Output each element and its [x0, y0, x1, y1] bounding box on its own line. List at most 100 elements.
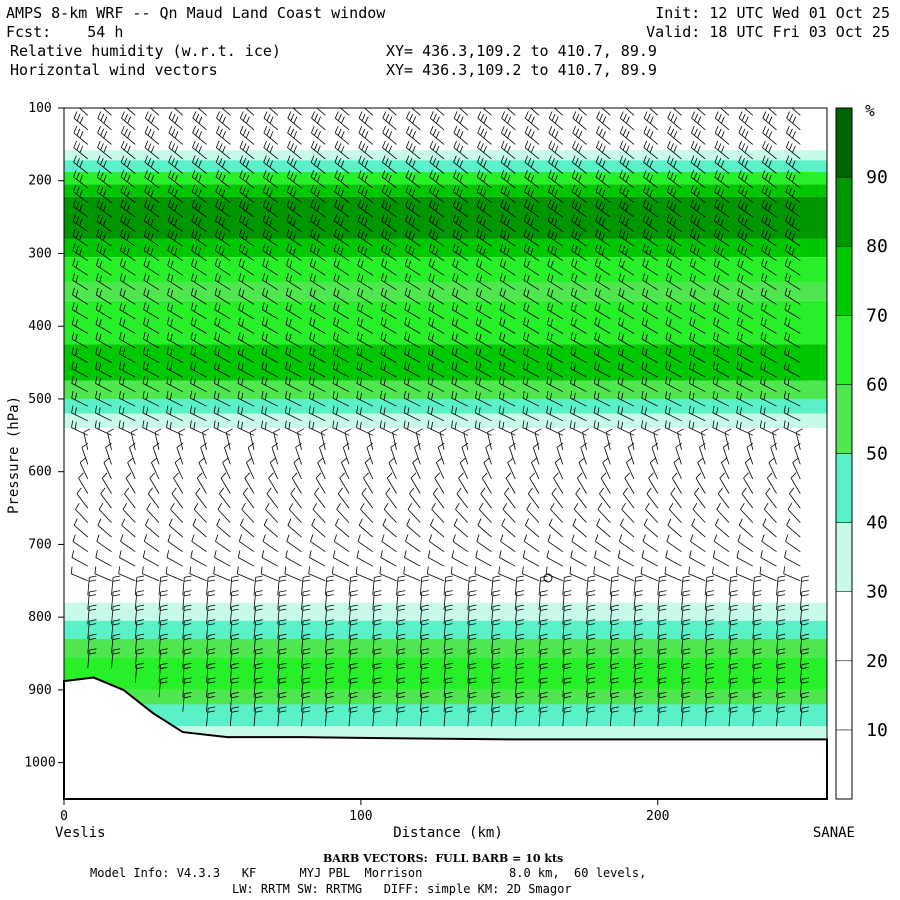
wind-barb-759 [491, 706, 501, 727]
wind-barb-930 [586, 692, 596, 712]
wind-barb-793 [514, 575, 525, 596]
wind-barb-577 [379, 566, 397, 582]
wind-barb-115 [134, 633, 145, 654]
wind-barb-713 [467, 662, 477, 683]
wind-barb-484 [341, 457, 350, 480]
wind-barb-1066 [666, 170, 682, 189]
wind-barb-833 [523, 534, 540, 553]
wind-barb-101 [130, 428, 138, 450]
wind-barb-111 [134, 575, 145, 596]
wind-barb-1017 [633, 706, 643, 727]
wind-barb-1034 [641, 332, 658, 349]
wind-barb-974 [609, 706, 620, 727]
wind-barb-104 [125, 472, 136, 494]
wind-barb-87 [120, 228, 136, 247]
wind-barb-541 [372, 662, 382, 683]
wind-barb-743 [481, 472, 492, 494]
wind-barb-299 [238, 273, 255, 291]
wind-barb-538 [372, 619, 382, 640]
wind-barb-333 [263, 140, 279, 160]
wind-barb-88 [119, 243, 136, 262]
wind-barb-923 [586, 590, 596, 610]
wind-barb-604 [404, 332, 421, 349]
wind-barb-771 [499, 258, 516, 276]
wind-barb-652 [427, 405, 445, 422]
wind-barb-376 [287, 140, 302, 160]
wind-barb-791 [499, 550, 516, 567]
wind-barb-661 [428, 534, 445, 553]
wind-barb-1207 [736, 346, 753, 363]
wind-barb-533 [356, 550, 373, 567]
wind-barb-884 [562, 648, 572, 669]
wind-barb-1309 [799, 575, 810, 596]
wind-barb-148 [143, 534, 160, 553]
wind-barb-1064 [667, 140, 682, 160]
wind-barb-1014 [633, 662, 643, 683]
wind-barb-444 [312, 502, 326, 523]
wind-barb-571 [386, 472, 397, 494]
wind-barb-1060 [657, 706, 667, 727]
wind-barb-1263 [761, 534, 777, 553]
wind-barb-566 [379, 405, 397, 422]
wind-barb-1297 [783, 405, 801, 422]
wind-barb-1158 [713, 258, 730, 276]
wind-barb-1191 [738, 111, 754, 131]
wind-barb-1291 [784, 317, 801, 334]
wind-barb-361 [261, 550, 278, 567]
wind-barb-1179 [712, 566, 730, 582]
wind-barb-1181 [728, 590, 738, 610]
wind-barb-655 [437, 442, 445, 465]
wind-barb-869 [558, 428, 566, 450]
wind-barb-1092 [665, 550, 682, 567]
wind-barb-340 [262, 243, 279, 262]
wind-barb-1182 [728, 604, 738, 625]
wind-barb-14 [71, 302, 89, 320]
wind-barb-1121 [689, 346, 706, 363]
wind-barb-601 [404, 287, 421, 305]
wind-barb-1116 [689, 273, 706, 291]
wind-barb-863 [546, 346, 563, 363]
wind-barb-817 [523, 302, 540, 320]
wind-barb-830 [527, 487, 540, 509]
wind-barb-560 [380, 317, 397, 334]
wind-barb-941 [595, 228, 611, 247]
wind-barb-91 [119, 287, 136, 305]
wind-barbs [70, 108, 810, 727]
wind-barb-265 [213, 405, 231, 422]
wind-barb-591 [405, 140, 421, 160]
wind-barb-1204 [737, 302, 754, 320]
colorbar-segment-1 [835, 660, 853, 731]
wind-barb-1045 [646, 487, 659, 509]
wind-barb-864 [546, 361, 563, 378]
wind-barb-1136 [688, 566, 706, 582]
wind-barb-481 [332, 420, 350, 436]
wind-barb-324 [253, 633, 263, 654]
wind-barb-700 [458, 472, 469, 494]
wind-barb-1255 [759, 420, 777, 436]
wind-barb-835 [522, 566, 540, 582]
wind-barb-212 [191, 258, 207, 276]
wind-barb-145 [147, 487, 160, 509]
wind-barb-1245 [760, 273, 777, 291]
wind-barb-1126 [688, 420, 706, 436]
wind-barb-114 [134, 619, 145, 640]
wind-barb-1163 [713, 332, 730, 349]
wind-barb-1085 [675, 442, 682, 465]
wind-barb-859 [547, 287, 564, 305]
wind-barb-1007 [617, 566, 635, 582]
wind-barb-1242 [761, 228, 777, 247]
wind-barb-1219 [738, 518, 754, 538]
wind-barb-80 [121, 126, 136, 145]
wind-barb-189 [167, 534, 184, 553]
wind-barb-176 [166, 346, 183, 363]
wind-barb-879 [562, 575, 572, 596]
wind-barb-569 [390, 442, 397, 465]
wind-barb-129 [143, 258, 160, 276]
wind-barb-1225 [752, 604, 762, 625]
wind-barb-749 [474, 566, 492, 582]
wind-barb-727 [476, 243, 492, 262]
wind-barb-69 [96, 534, 112, 553]
wind-barb-51 [95, 273, 112, 291]
wind-barb-271 [219, 487, 231, 509]
wind-barb-640 [428, 228, 445, 247]
